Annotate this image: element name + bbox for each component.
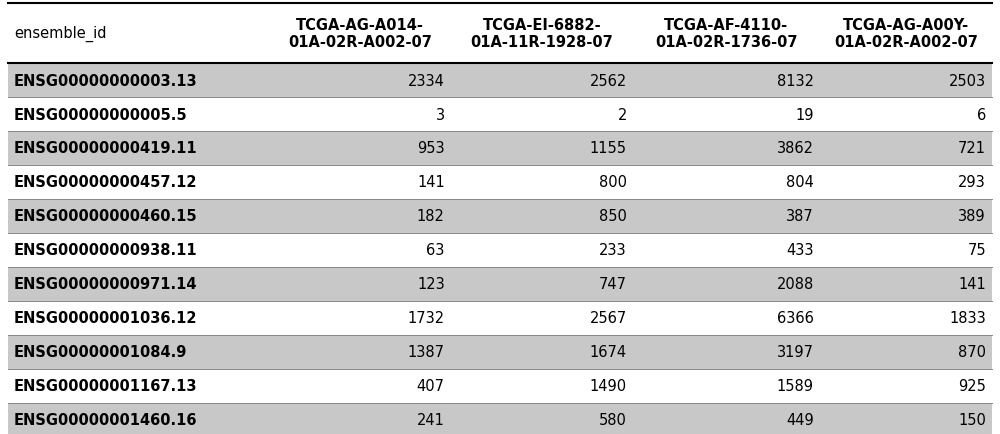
Text: TCGA-EI-6882-
01A-11R-1928-07: TCGA-EI-6882- 01A-11R-1928-07 <box>470 18 613 50</box>
Text: ENSG00000001167.13: ENSG00000001167.13 <box>14 378 198 394</box>
Text: 141: 141 <box>417 175 445 190</box>
Text: 870: 870 <box>958 345 986 360</box>
Text: ENSG00000000971.14: ENSG00000000971.14 <box>14 277 198 292</box>
Text: 3197: 3197 <box>777 345 814 360</box>
Text: 2503: 2503 <box>949 73 986 88</box>
Bar <box>8 200 992 233</box>
Text: 747: 747 <box>599 277 627 292</box>
Text: 2088: 2088 <box>777 277 814 292</box>
Text: 182: 182 <box>417 209 445 224</box>
Text: 1674: 1674 <box>590 345 627 360</box>
Text: 6: 6 <box>977 107 986 122</box>
Text: 925: 925 <box>958 378 986 394</box>
Bar <box>8 403 992 434</box>
Bar <box>8 233 992 267</box>
Text: 407: 407 <box>417 378 445 394</box>
Bar <box>8 335 992 369</box>
Text: ENSG00000000419.11: ENSG00000000419.11 <box>14 141 198 156</box>
Bar <box>8 4 992 64</box>
Text: ENSG00000000457.12: ENSG00000000457.12 <box>14 175 198 190</box>
Text: 63: 63 <box>426 243 445 258</box>
Text: 1155: 1155 <box>590 141 627 156</box>
Bar <box>8 369 992 403</box>
Text: ENSG00000001460.16: ENSG00000001460.16 <box>14 413 198 427</box>
Text: 449: 449 <box>786 413 814 427</box>
Text: 150: 150 <box>958 413 986 427</box>
Bar <box>8 64 992 98</box>
Text: 2334: 2334 <box>408 73 445 88</box>
Text: 19: 19 <box>795 107 814 122</box>
Text: 2567: 2567 <box>590 311 627 326</box>
Text: 293: 293 <box>958 175 986 190</box>
Text: 1589: 1589 <box>777 378 814 394</box>
Text: 389: 389 <box>958 209 986 224</box>
Text: 1833: 1833 <box>949 311 986 326</box>
Text: 233: 233 <box>599 243 627 258</box>
Text: ENSG00000000003.13: ENSG00000000003.13 <box>14 73 198 88</box>
Text: TCGA-AF-4110-
01A-02R-1736-07: TCGA-AF-4110- 01A-02R-1736-07 <box>655 18 798 50</box>
Text: ENSG00000000005.5: ENSG00000000005.5 <box>14 107 188 122</box>
Text: 123: 123 <box>417 277 445 292</box>
Bar <box>8 132 992 166</box>
Text: 580: 580 <box>599 413 627 427</box>
Text: 6366: 6366 <box>777 311 814 326</box>
Text: TCGA-AG-A00Y-
01A-02R-A002-07: TCGA-AG-A00Y- 01A-02R-A002-07 <box>834 18 978 50</box>
Text: 241: 241 <box>417 413 445 427</box>
Text: 2562: 2562 <box>590 73 627 88</box>
Text: 1732: 1732 <box>408 311 445 326</box>
Text: ENSG00000000938.11: ENSG00000000938.11 <box>14 243 198 258</box>
Text: 75: 75 <box>967 243 986 258</box>
Text: 953: 953 <box>417 141 445 156</box>
Bar <box>8 98 992 132</box>
Text: 3862: 3862 <box>777 141 814 156</box>
Text: 387: 387 <box>786 209 814 224</box>
Bar <box>8 267 992 301</box>
Text: TCGA-AG-A014-
01A-02R-A002-07: TCGA-AG-A014- 01A-02R-A002-07 <box>288 18 432 50</box>
Bar <box>8 301 992 335</box>
Text: 2: 2 <box>617 107 627 122</box>
Text: 804: 804 <box>786 175 814 190</box>
Text: ENSG00000001036.12: ENSG00000001036.12 <box>14 311 198 326</box>
Text: 8132: 8132 <box>777 73 814 88</box>
Bar <box>8 166 992 200</box>
Text: ENSG00000000460.15: ENSG00000000460.15 <box>14 209 198 224</box>
Text: 1490: 1490 <box>590 378 627 394</box>
Text: ENSG00000001084.9: ENSG00000001084.9 <box>14 345 187 360</box>
Text: 1387: 1387 <box>408 345 445 360</box>
Text: 850: 850 <box>599 209 627 224</box>
Text: ensemble_id: ensemble_id <box>14 26 106 42</box>
Text: 3: 3 <box>436 107 445 122</box>
Text: 433: 433 <box>786 243 814 258</box>
Text: 800: 800 <box>599 175 627 190</box>
Text: 141: 141 <box>958 277 986 292</box>
Text: 721: 721 <box>958 141 986 156</box>
